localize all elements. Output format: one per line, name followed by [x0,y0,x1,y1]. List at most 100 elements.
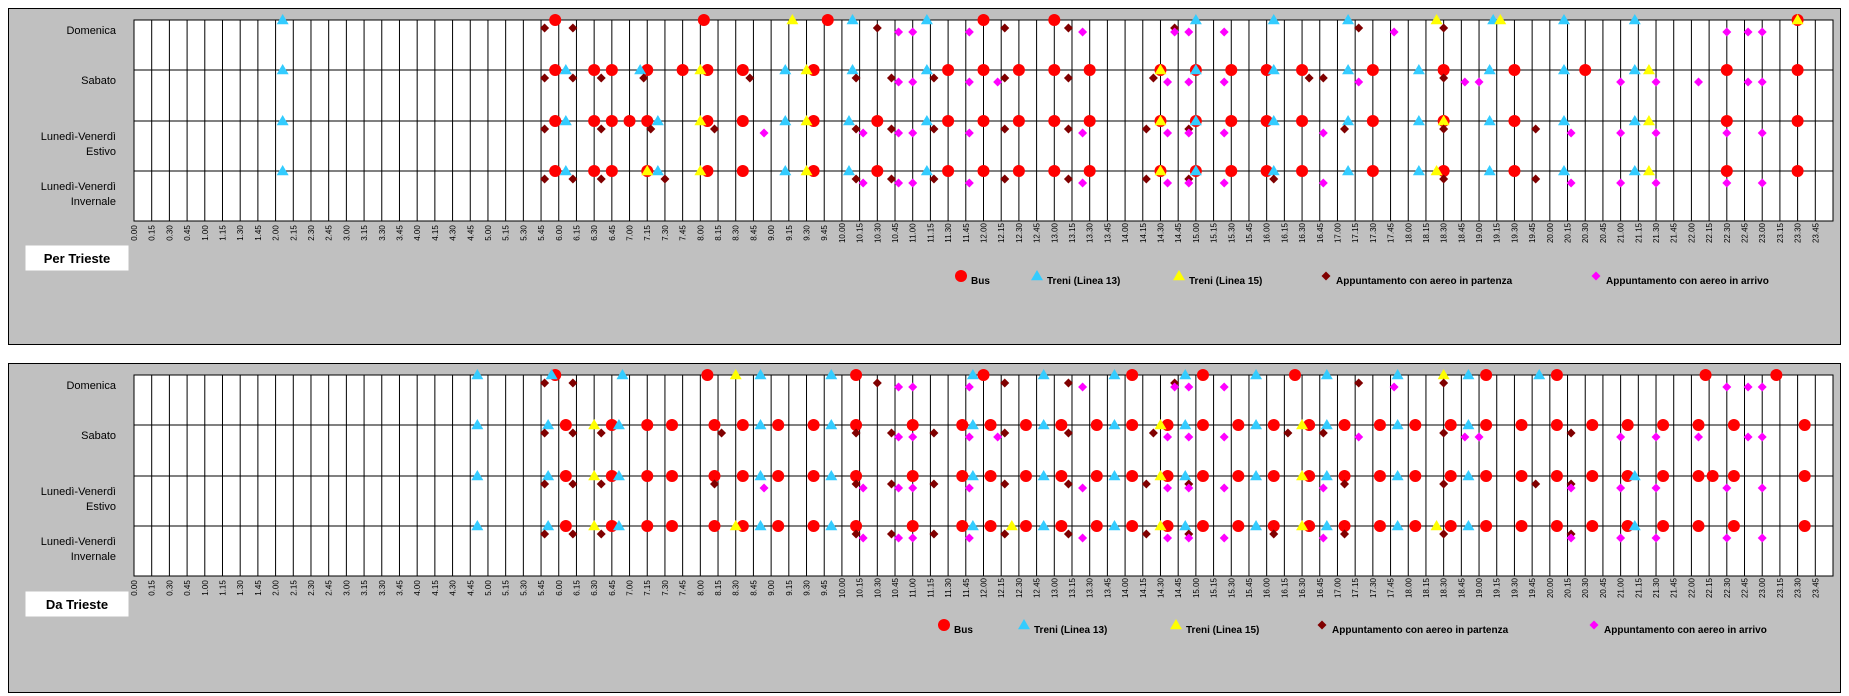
category-label: Invernale [71,196,116,208]
x-tick-label: 19.45 [1528,222,1537,243]
point-appuntamento-con-aereo-in-arrivo-lunedi-venerdi-invernale [1651,533,1661,543]
point-appuntamento-con-aereo-in-arrivo-domenica [1170,27,1180,37]
legend-marker-appuntamento-con-aereo-in-arrivo [1591,271,1601,281]
x-tick-label: 3.45 [395,225,404,241]
x-tick-label: 18.15 [1422,577,1431,598]
point-appuntamento-con-aereo-in-arrivo-lunedi-venerdi-estivo [759,483,769,493]
x-tick-label: 3.15 [360,225,369,241]
point-appuntamento-con-aereo-in-arrivo-domenica [1184,382,1194,392]
point-bus-lunedi-venerdi-estivo [984,470,997,482]
point-appuntamento-con-aereo-in-partenza-lunedi-venerdi-invernale [1439,529,1449,539]
point-appuntamento-con-aereo-in-partenza-lunedi-venerdi-invernale [568,529,578,539]
series-treni-linea-13 [276,14,1641,176]
point-treni-linea-13-lunedi-venerdi-invernale [651,165,664,176]
category-label: Lunedì-Venerdì [41,181,116,193]
point-appuntamento-con-aereo-in-arrivo-lunedi-venerdi-estivo [894,483,904,493]
x-tick-label: 11.30 [944,578,953,598]
point-treni-linea-13-lunedi-venerdi-estivo [842,115,855,126]
x-tick-label: 10.00 [838,577,847,598]
x-tick-label: 19.30 [1510,222,1519,243]
point-appuntamento-con-aereo-in-arrivo-lunedi-venerdi-estivo [1651,483,1661,493]
x-tick-label: 9.00 [767,225,776,241]
x-tick-label: 18.30 [1440,577,1449,598]
x-tick-label: 1.00 [201,580,210,596]
point-bus-lunedi-venerdi-invernale [977,165,990,177]
point-bus-lunedi-venerdi-invernale [1126,520,1139,532]
legend-item-appuntamento-con-aereo-in-partenza: Appuntamento con aereo in partenza [1317,620,1509,636]
point-appuntamento-con-aereo-in-arrivo-domenica [1389,382,1399,392]
point-appuntamento-con-aereo-in-partenza-domenica [540,23,550,33]
x-tick-label: 13.15 [1068,577,1077,598]
x-tick-label: 23.15 [1776,577,1785,598]
category-labels: Domenica Sabato Lunedì-Venerdì Estivo Lunedì… [41,380,117,563]
point-bus-sabato [1621,419,1634,431]
x-tick-label: 4.15 [431,225,440,241]
x-tick-label: 5.30 [519,225,528,241]
point-bus-sabato [1791,64,1804,76]
point-appuntamento-con-aereo-in-arrivo-sabato [1354,77,1364,87]
point-treni-linea-15-lunedi-venerdi-invernale [1296,520,1309,531]
x-tick-label: 0.30 [165,225,174,241]
point-bus-sabato [1012,64,1025,76]
point-treni-linea-13-lunedi-venerdi-estivo [1412,115,1425,126]
point-appuntamento-con-aereo-in-arrivo-lunedi-venerdi-estivo [964,483,974,493]
point-bus-domenica [1770,369,1783,381]
point-appuntamento-con-aereo-in-arrivo-lunedi-venerdi-invernale [1318,178,1328,188]
point-bus-lunedi-venerdi-estivo [736,470,749,482]
x-tick-label: 13.00 [1050,577,1059,598]
series-appuntamento-con-aereo-in-partenza [540,378,1576,539]
point-bus-sabato [1373,419,1386,431]
point-appuntamento-con-aereo-in-partenza-lunedi-venerdi-invernale [1340,529,1350,539]
point-appuntamento-con-aereo-in-arrivo-lunedi-venerdi-invernale [1566,178,1576,188]
legend-marker-bus [955,270,967,282]
point-bus-lunedi-venerdi-estivo [1727,470,1740,482]
point-treni-linea-13-lunedi-venerdi-estivo [1179,470,1192,481]
legend-item-treni-linea-13: Treni (Linea 13) [1031,270,1120,287]
x-tick-label: 2.30 [307,225,316,241]
point-bus-sabato [1019,419,1032,431]
point-treni-linea-13-lunedi-venerdi-estivo [1628,470,1641,481]
point-appuntamento-con-aereo-in-partenza-lunedi-venerdi-invernale [596,529,606,539]
point-appuntamento-con-aereo-in-arrivo-sabato [1757,432,1767,442]
point-bus-lunedi-venerdi-invernale [1798,520,1811,532]
x-tick-label: 13.45 [1103,577,1112,598]
x-tick-label: 8.15 [714,580,723,596]
point-appuntamento-con-aereo-in-arrivo-lunedi-venerdi-estivo [1616,483,1626,493]
point-appuntamento-con-aereo-in-arrivo-lunedi-venerdi-invernale [1078,178,1088,188]
point-appuntamento-con-aereo-in-partenza-domenica [1063,23,1073,33]
point-bus-lunedi-venerdi-invernale [1338,520,1351,532]
x-tick-label: 21.00 [1617,222,1626,243]
point-appuntamento-con-aereo-in-partenza-lunedi-venerdi-invernale [1063,529,1073,539]
x-tick-label: 9.45 [820,225,829,241]
point-treni-linea-13-lunedi-venerdi-estivo [559,115,572,126]
point-treni-linea-13-sabato [1557,64,1570,75]
x-tick-label: 6.45 [608,225,617,241]
point-treni-linea-13-lunedi-venerdi-estivo [966,470,979,481]
point-bus-sabato [559,419,572,431]
legend-label: Appuntamento con aereo in partenza [1336,276,1513,287]
point-appuntamento-con-aereo-in-arrivo-lunedi-venerdi-estivo [858,128,868,138]
point-treni-linea-13-domenica [1179,369,1192,380]
x-tick-label: 5.30 [519,580,528,596]
point-treni-linea-13-lunedi-venerdi-invernale [612,520,625,531]
x-tick-label: 8.00 [696,225,705,241]
point-bus-sabato [1720,64,1733,76]
point-treni-linea-15-sabato [1154,419,1167,430]
point-appuntamento-con-aereo-in-arrivo-domenica [1389,27,1399,37]
point-appuntamento-con-aereo-in-partenza-sabato [596,428,606,438]
category-label: Sabato [81,430,116,442]
point-appuntamento-con-aereo-in-arrivo-domenica [1078,382,1088,392]
point-treni-linea-13-sabato [1412,64,1425,75]
point-appuntamento-con-aereo-in-partenza-lunedi-venerdi-estivo [709,124,719,134]
x-tick-label: 19.30 [1510,577,1519,598]
point-appuntamento-con-aereo-in-arrivo-sabato [1693,77,1703,87]
chart-title: Da Trieste [24,590,130,618]
point-appuntamento-con-aereo-in-partenza-domenica [1354,378,1364,388]
point-treni-linea-15-sabato [800,64,813,75]
point-treni-linea-15-lunedi-venerdi-invernale [1005,520,1018,531]
point-bus-lunedi-venerdi-estivo [1019,470,1032,482]
x-tick-label: 9.30 [803,580,812,596]
point-bus-lunedi-venerdi-estivo [1196,470,1209,482]
point-appuntamento-con-aereo-in-partenza-lunedi-venerdi-invernale [596,174,606,184]
point-bus-lunedi-venerdi-estivo [1126,470,1139,482]
